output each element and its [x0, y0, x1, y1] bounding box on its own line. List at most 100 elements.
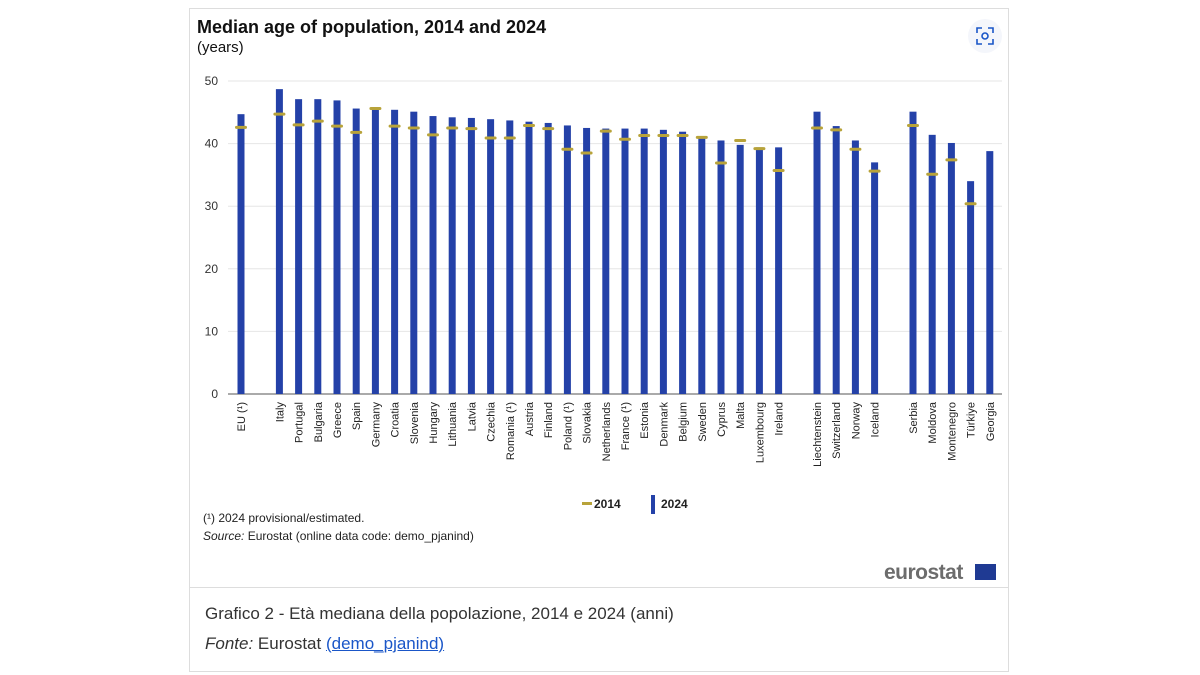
x-tick-label: Montenegro: [946, 402, 958, 461]
x-tick-label: Serbia: [908, 401, 920, 434]
bar-2024: [295, 99, 303, 395]
bar-2024: [871, 162, 879, 394]
figure-caption: Grafico 2 - Età mediana della popolazion…: [205, 604, 674, 623]
legend-2024-swatch: [651, 495, 655, 514]
x-tick-label: Norway: [850, 402, 862, 440]
bar-2024: [813, 111, 821, 394]
x-tick-label: Greece: [332, 402, 344, 438]
bar-2024: [717, 140, 725, 394]
x-tick-label: Türkiye: [966, 402, 978, 438]
marker-2014: [753, 147, 766, 151]
focus-icon: [976, 27, 994, 45]
marker-2014: [849, 147, 862, 151]
bar-2024: [237, 114, 245, 394]
marker-2014: [235, 125, 247, 129]
bar-2024: [640, 128, 648, 394]
fonte-text: Eurostat: [253, 634, 326, 653]
x-tick-label: Hungary: [428, 402, 440, 444]
fonte-label: Fonte:: [205, 634, 254, 653]
x-tick-label: Romania (¹): [505, 402, 517, 460]
bar-2024: [851, 140, 859, 394]
bar-2024: [410, 111, 418, 394]
bar-2024: [583, 127, 591, 394]
bar-2024: [391, 109, 399, 395]
x-tick-label: Italy: [274, 402, 286, 423]
bar-2024: [487, 119, 495, 394]
marker-2014: [907, 123, 919, 127]
bar-2024: [621, 128, 629, 394]
x-tick-label: Estonia: [639, 401, 651, 439]
marker-2014: [446, 126, 459, 130]
x-tick-label: Bulgaria: [313, 401, 325, 442]
marker-2014: [503, 136, 516, 140]
marker-2014: [407, 126, 420, 130]
bar-2024: [909, 111, 917, 394]
bar-2024: [775, 147, 783, 394]
marker-2014: [523, 123, 535, 127]
bar-chart: 0 10 20 30 40 50 EU (¹) Italy Portugal Bulgaria Gr…: [205, 74, 1002, 514]
y-tick-label: 20: [205, 262, 219, 276]
x-tick-label: EU (¹): [236, 402, 248, 431]
marker-2014: [427, 133, 439, 137]
source-link[interactable]: (demo_pjanind): [325, 634, 445, 653]
bar-2024: [928, 134, 936, 394]
bar-2024: [429, 116, 437, 394]
x-tick-label: Spain: [351, 402, 363, 430]
source-note: Source: Eurostat (online data code: demo…: [203, 529, 474, 543]
x-tick-label: Poland (¹): [562, 402, 574, 450]
x-tick-label: Iceland: [870, 402, 882, 437]
chart-panel: Median age of population, 2014 and 2024 …: [190, 9, 1008, 588]
bar-2024: [602, 128, 610, 394]
marker-2014: [945, 158, 958, 162]
marker-2014: [388, 124, 401, 128]
x-tick-label: France (¹): [620, 402, 632, 450]
marker-2014: [484, 136, 497, 140]
x-tick-label: Denmark: [658, 402, 670, 447]
bar-2024: [448, 117, 456, 395]
y-tick-label: 40: [205, 137, 219, 151]
marker-2014: [734, 138, 747, 142]
fullscreen-button[interactable]: [968, 19, 1002, 53]
bar-2024: [679, 131, 687, 394]
marker-2014: [638, 133, 651, 137]
bar-2024: [659, 129, 667, 394]
marker-2014: [695, 135, 708, 139]
bar-2024: [736, 144, 744, 394]
marker-2014: [542, 127, 555, 131]
bar-2024: [544, 122, 552, 394]
bar-2024: [314, 99, 322, 395]
marker-2014: [599, 129, 612, 133]
x-tick-label: Switzerland: [831, 402, 843, 459]
source-text: Eurostat (online data code: demo_pjanind…: [244, 529, 474, 543]
legend-2014-swatch: [582, 502, 592, 505]
marker-2014: [331, 124, 343, 128]
y-tick-label: 10: [205, 324, 219, 338]
x-tick-label: Slovenia: [409, 401, 421, 444]
bar-2024: [506, 120, 514, 395]
x-tick-label: Lithuania: [447, 401, 459, 447]
marker-2014: [465, 127, 478, 131]
marker-2014: [619, 137, 631, 141]
x-tick-label: Czechia: [486, 401, 498, 442]
source-label: Source:: [203, 529, 245, 543]
bar-2024: [832, 126, 840, 395]
bar-2024: [352, 108, 360, 394]
x-tick-label: Liechtenstein: [812, 402, 824, 467]
marker-2014: [811, 126, 823, 130]
x-tick-label: Netherlands: [601, 402, 613, 462]
bar-2024: [563, 125, 571, 395]
x-tick-label: Slovakia: [582, 401, 594, 443]
x-tick-label: Georgia: [985, 401, 997, 441]
marker-2014: [369, 107, 382, 111]
bar-2024: [525, 121, 533, 394]
marker-2014: [868, 169, 881, 173]
x-tick-label: Cyprus: [716, 402, 728, 437]
eu-flag-icon: [975, 564, 996, 580]
bar-2024: [698, 137, 706, 394]
x-tick-label: Belgium: [678, 402, 690, 442]
x-tick-label: Germany: [370, 402, 382, 448]
marker-2014: [273, 112, 286, 116]
marker-2014: [350, 130, 363, 134]
x-tick-label: Ireland: [774, 402, 786, 436]
x-tick-label: Sweden: [697, 402, 709, 442]
